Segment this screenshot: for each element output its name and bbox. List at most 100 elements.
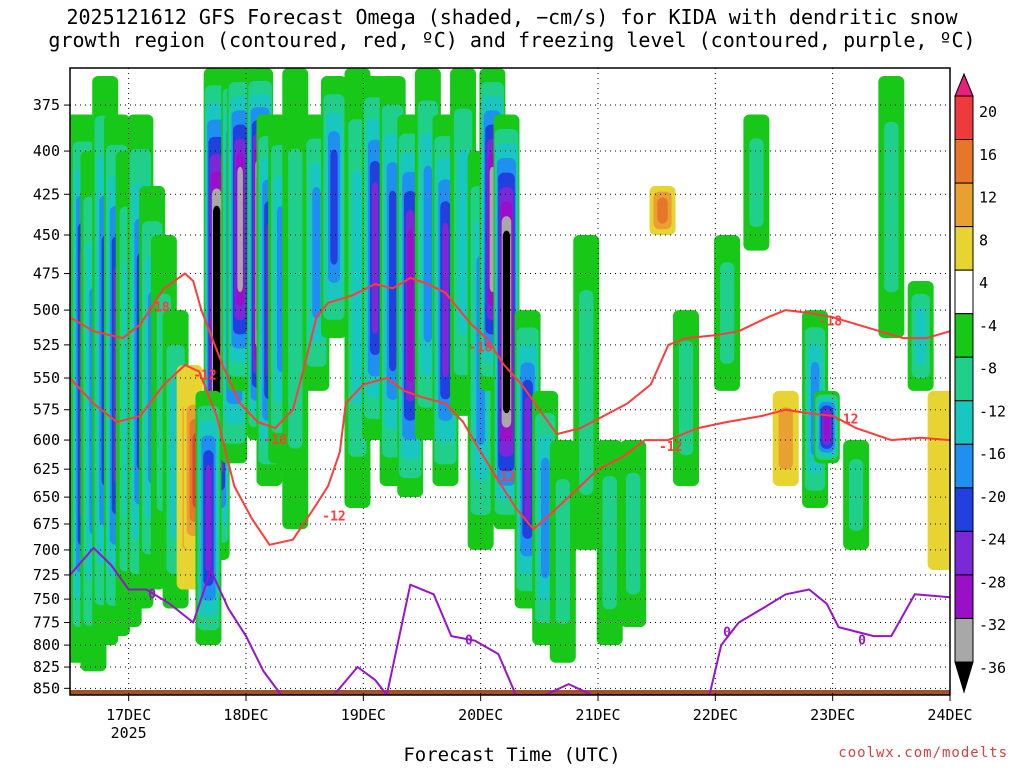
colorbar-bin — [954, 95, 974, 141]
contour-label: 0 — [858, 634, 866, 649]
y-tick-label: 775 — [33, 613, 60, 631]
x-tick-label: 24DEC — [927, 706, 972, 724]
colorbar-bin — [954, 443, 974, 489]
y-tick-label: 675 — [33, 515, 60, 533]
colorbar-tick-label: -20 — [979, 488, 1006, 506]
colorbar-tick-label: -28 — [979, 573, 1006, 591]
colorbar-bin — [954, 226, 974, 271]
x-tick-label: 18DEC — [223, 706, 268, 724]
y-tick-label: 650 — [33, 488, 60, 506]
omega-cell — [778, 407, 793, 470]
x-tick-label: 20DEC — [458, 706, 503, 724]
colorbar-bin — [954, 530, 974, 576]
omega-cell — [915, 306, 926, 366]
colorbar-bin — [954, 487, 974, 532]
omega-cell — [657, 197, 668, 224]
omega-cell — [579, 290, 594, 495]
y-tick-label: 525 — [33, 336, 60, 354]
x-tick-sublabel: 2025 — [111, 724, 147, 742]
y-tick-label: 800 — [33, 636, 60, 654]
contour-label: -12 — [659, 440, 682, 455]
colorbar-bin — [954, 139, 974, 184]
y-tick-label: 825 — [33, 658, 60, 676]
chart-title: 2025121612 GFS Forecast Omega (shaded, −… — [0, 6, 1024, 52]
omega-cell — [312, 187, 321, 319]
omega-cell — [678, 340, 694, 456]
y-tick-label: 400 — [33, 142, 60, 160]
y-tick-label: 850 — [33, 679, 60, 697]
colorbar-tick-label: -4 — [979, 317, 997, 335]
contour-label: -12 — [835, 413, 858, 428]
omega-cell — [371, 182, 379, 334]
y-axis: 375 400 425 450 475 500 525 550 575 600 625 650 675 7… — [33, 96, 70, 697]
x-axis-title: Forecast Time (UTC) — [403, 744, 621, 766]
contour-dgz-minus12 — [70, 364, 950, 546]
contour-label: -12 — [193, 368, 216, 383]
colorbar-tick-label: -16 — [979, 445, 1006, 463]
x-tick-label: 22DEC — [693, 706, 738, 724]
contour-lines — [70, 272, 950, 695]
colorbar-bin — [954, 574, 974, 619]
contour-label: -12 — [322, 510, 345, 525]
y-tick-label: 375 — [33, 96, 60, 114]
x-axis: 17DEC 18DEC 19DEC 20DEC 21DEC 22DEC 23DEC 24DEC… — [106, 695, 973, 742]
omega-cell — [626, 472, 641, 595]
colorbar: 20 16 12 8 4 -4 -8 -12 -16 -20 -24 -28 -32 -36 — [954, 72, 1006, 694]
omega-cell — [884, 121, 899, 293]
colorbar-tick-label: -8 — [979, 360, 997, 378]
contour-label: 0 — [465, 634, 473, 649]
omega-cell — [719, 262, 735, 364]
colorbar-top-arrow — [954, 72, 974, 97]
omega-cell — [389, 190, 397, 372]
omega-shading — [70, 68, 950, 695]
credit-link[interactable]: coolwx.com/modelts — [838, 745, 1008, 761]
y-tick-label: 575 — [33, 401, 60, 419]
omega-cell — [288, 148, 303, 449]
colorbar-bin — [954, 617, 974, 663]
omega-cell — [442, 222, 449, 378]
colorbar-tick-label: 8 — [979, 231, 988, 249]
colorbar-tick-label: -12 — [979, 402, 1006, 420]
x-tick-label: 19DEC — [341, 706, 386, 724]
colorbar-bin — [954, 400, 974, 445]
colorbar-bin — [954, 269, 974, 315]
colorbar-bottom-arrow — [954, 661, 974, 694]
omega-cell — [407, 229, 414, 383]
colorbar-bin — [954, 313, 974, 358]
omega-cell — [504, 245, 509, 399]
y-tick-label: 550 — [33, 369, 60, 387]
y-tick-label: 475 — [33, 265, 60, 283]
terrain-fill — [70, 689, 950, 695]
omega-cell — [749, 138, 764, 227]
contour-label: -12 — [492, 470, 515, 485]
omega-cell — [602, 475, 617, 610]
grid-lines — [70, 68, 951, 695]
contour-labels: -18 -12 -18 -12 -18 -12 -12 -18 -12 0 0 0 0 — [146, 300, 866, 648]
omega-cell — [330, 149, 338, 265]
plot-frame — [69, 67, 951, 696]
omega-cell — [555, 479, 570, 624]
contour-label: -18 — [469, 341, 493, 356]
colorbar-tick-label: 20 — [979, 103, 997, 121]
y-tick-label: 500 — [33, 301, 60, 319]
omega-cell — [457, 149, 469, 335]
contour-label: -18 — [264, 433, 288, 448]
colorbar-tick-label: -32 — [979, 616, 1006, 634]
omega-cell — [524, 397, 531, 522]
y-tick-label: 450 — [33, 226, 60, 244]
contour-label: 0 — [723, 626, 731, 641]
x-tick-label: 23DEC — [810, 706, 855, 724]
contour-dgz-minus18 — [70, 272, 950, 436]
colorbar-tick-label: 16 — [979, 146, 997, 164]
y-tick-label: 725 — [33, 566, 60, 584]
contour-label: -18 — [819, 314, 843, 329]
y-tick-label: 425 — [33, 185, 60, 203]
chart-title-line-2: growth region (contoured, red, ºC) and f… — [48, 28, 976, 52]
contour-freezing-level — [70, 546, 950, 695]
contour-label: 0 — [148, 587, 156, 602]
x-tick-label: 21DEC — [575, 706, 620, 724]
omega-cell — [237, 166, 243, 293]
y-tick-label: 700 — [33, 541, 60, 559]
y-tick-label: 625 — [33, 460, 60, 478]
